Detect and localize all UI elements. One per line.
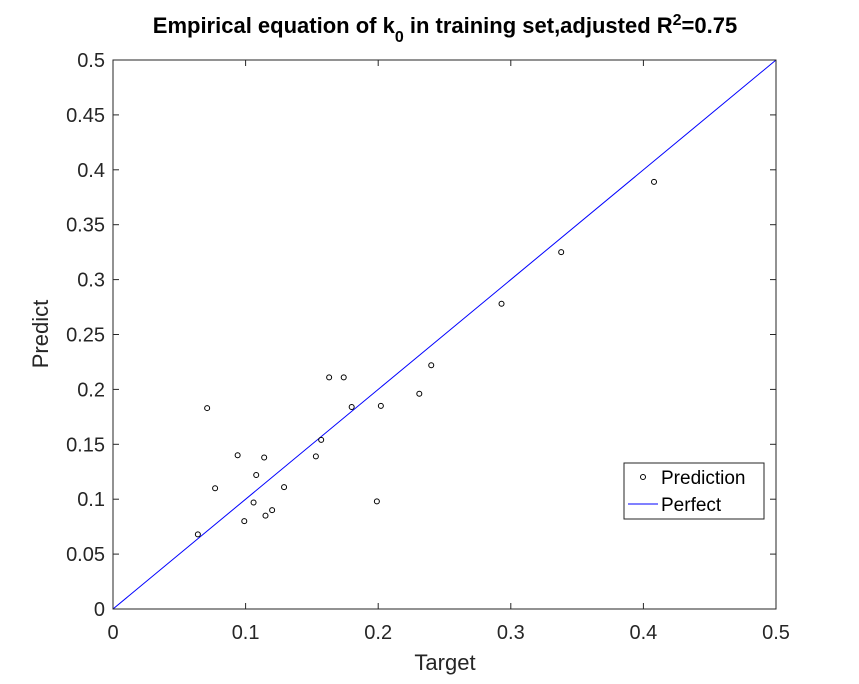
y-tick-label: 0.5 — [77, 50, 105, 72]
y-tick-label: 0.25 — [66, 325, 105, 347]
perfect-line — [112, 59, 777, 610]
prediction-point — [318, 436, 325, 443]
y-tick-label: 0.1 — [77, 489, 105, 511]
x-tick-label: 0.3 — [497, 622, 525, 644]
x-tick-label: 0.5 — [762, 622, 790, 644]
title-main: Empirical equation of k — [153, 13, 396, 38]
plot-frame — [112, 59, 777, 610]
prediction-point — [416, 390, 423, 397]
y-tick-label: 0.05 — [66, 544, 105, 566]
prediction-point — [312, 453, 319, 460]
chart-title: Empirical equation of k0 in training set… — [153, 12, 737, 46]
perfect-line-group — [112, 59, 777, 610]
title-subscript: 0 — [395, 29, 404, 46]
x-tick-label: 0.4 — [629, 622, 657, 644]
prediction-point — [261, 454, 268, 461]
prediction-point — [340, 374, 347, 381]
title-middle: in training set,adjusted R — [404, 13, 673, 38]
prediction-point — [281, 484, 288, 491]
x-tick-label: 0 — [107, 622, 118, 644]
prediction-point — [326, 374, 333, 381]
prediction-point — [377, 402, 384, 409]
y-tick-label: 0.4 — [77, 160, 105, 182]
y-axis-label: Predict — [28, 300, 53, 368]
title-end: =0.75 — [682, 13, 738, 38]
prediction-point — [269, 507, 276, 514]
legend-perfect-label: Perfect — [661, 495, 722, 516]
prediction-point — [558, 249, 565, 256]
prediction-point — [241, 518, 248, 525]
legend-box — [623, 462, 765, 520]
x-axis-ticks: 0 0.1 0.2 0.3 0.4 0.5 — [107, 60, 790, 644]
legend-prediction-label: Prediction — [661, 468, 746, 489]
y-tick-label: 0.15 — [66, 434, 105, 456]
x-tick-label: 0.1 — [232, 622, 260, 644]
legend: Prediction Perfect — [623, 462, 765, 520]
y-tick-label: 0.35 — [66, 215, 105, 237]
prediction-point — [204, 405, 211, 412]
prediction-point — [373, 498, 380, 505]
prediction-point — [234, 452, 241, 459]
prediction-point — [262, 512, 269, 519]
prediction-point — [250, 499, 257, 506]
prediction-point — [194, 531, 201, 538]
x-axis-label: Target — [414, 650, 475, 675]
x-tick-label: 0.2 — [364, 622, 392, 644]
prediction-points-group — [194, 178, 658, 538]
y-tick-label: 0.45 — [66, 105, 105, 127]
legend-prediction-marker — [640, 474, 646, 480]
prediction-point — [212, 485, 219, 492]
title-superscript: 2 — [673, 12, 682, 29]
y-axis-ticks: 0 0.05 0.1 0.15 0.2 0.25 0.3 0.35 0.4 0.45 0.5 — [66, 50, 776, 621]
prediction-point — [651, 178, 658, 185]
prediction-point — [428, 362, 435, 369]
y-tick-label: 0.3 — [77, 270, 105, 292]
prediction-point — [253, 472, 260, 479]
prediction-point — [498, 300, 505, 307]
prediction-point — [348, 403, 355, 410]
y-tick-label: 0 — [94, 599, 105, 621]
y-tick-label: 0.2 — [77, 379, 105, 401]
